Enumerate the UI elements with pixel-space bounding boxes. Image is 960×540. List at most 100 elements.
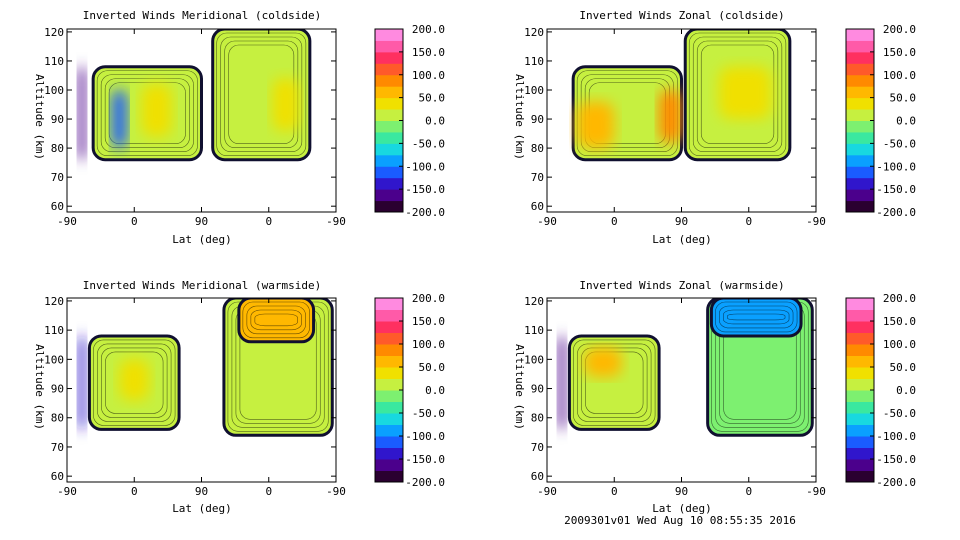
colorbar-tick-label: 0.0 xyxy=(896,115,916,128)
contour-region xyxy=(709,298,803,338)
x-tick-label: -90 xyxy=(57,215,77,228)
colorbar-tick-label: 0.0 xyxy=(896,384,916,397)
x-axis-label: Lat (deg) xyxy=(652,502,712,515)
x-tick-label: -90 xyxy=(537,215,557,228)
contour-field xyxy=(78,298,334,437)
contour-line xyxy=(250,309,302,331)
colorbar-swatch xyxy=(846,436,874,448)
x-tick-label: 0 xyxy=(131,485,138,498)
colorbar-swatch xyxy=(846,390,874,402)
colorbar-tick-label: 0.0 xyxy=(425,384,445,397)
y-tick-label: 100 xyxy=(524,353,544,366)
colorbar-swatch xyxy=(375,154,403,167)
x-tick-label: 0 xyxy=(745,485,752,498)
colorbar-tick-label: 100.0 xyxy=(883,338,916,351)
colorbar-tick-label: -200.0 xyxy=(405,206,445,219)
x-tick-label: 0 xyxy=(611,215,618,228)
colorbar-tick-label: -150.0 xyxy=(405,183,445,196)
contour-region xyxy=(576,101,615,149)
contour-region xyxy=(78,66,86,160)
panel-zonal-warmside: Inverted Winds Zonal (warmside) Lat (deg… xyxy=(513,279,916,515)
colorbar-swatch xyxy=(375,470,403,483)
contour-region xyxy=(718,66,772,120)
contour-region xyxy=(141,84,172,137)
contour-line xyxy=(93,339,176,426)
colorbar-swatch xyxy=(375,120,403,133)
contour-line xyxy=(104,78,190,149)
x-tick-label: -90 xyxy=(326,215,346,228)
colorbar-swatch xyxy=(846,321,874,333)
colorbar-swatch xyxy=(846,459,874,471)
colorbar-swatch xyxy=(846,344,874,356)
y-tick-label: 120 xyxy=(524,295,544,308)
colorbar-swatch xyxy=(375,436,403,448)
y-tick-label: 70 xyxy=(531,441,544,454)
contour-line xyxy=(692,36,783,153)
contour-line xyxy=(577,343,652,422)
colorbar-tick-label: 150.0 xyxy=(412,315,445,328)
colorbar-tick-label: -100.0 xyxy=(405,430,445,443)
contour-line xyxy=(220,36,303,153)
colorbar-swatch xyxy=(846,63,874,76)
y-tick-label: 110 xyxy=(524,55,544,68)
colorbar-swatch xyxy=(375,298,403,310)
contour-line xyxy=(727,313,786,321)
x-tick-label: -90 xyxy=(806,215,826,228)
y-tick-label: 80 xyxy=(51,142,64,155)
colorbar-tick-label: 50.0 xyxy=(419,92,446,105)
contour-line xyxy=(723,309,790,325)
y-tick-label: 60 xyxy=(51,470,64,483)
colorbar-swatch xyxy=(375,200,403,213)
colorbar-tick-label: -50.0 xyxy=(412,137,445,150)
colorbar-swatch xyxy=(375,459,403,471)
colorbar-swatch xyxy=(375,29,403,41)
contour-line xyxy=(581,347,648,418)
colorbar-swatch xyxy=(846,367,874,379)
colorbar-swatch xyxy=(846,109,874,121)
colorbar-tick-label: -150.0 xyxy=(876,453,916,466)
contour-line xyxy=(688,32,787,157)
contour-line xyxy=(254,313,298,327)
colorbar-tick-label: 200.0 xyxy=(412,23,445,36)
panel-title: Inverted Winds Meridional (warmside) xyxy=(83,279,321,292)
panel-title: Inverted Winds Zonal (warmside) xyxy=(579,279,784,292)
panel-title: Inverted Winds Zonal (coldside) xyxy=(579,9,784,22)
contour-line xyxy=(696,40,779,149)
x-tick-label: -90 xyxy=(57,485,77,498)
contour-line xyxy=(573,339,656,426)
y-tick-label: 110 xyxy=(524,324,544,337)
contour-region xyxy=(111,90,127,149)
x-tick-label: 0 xyxy=(265,215,272,228)
colorbar-swatch xyxy=(375,332,403,345)
colorbar-swatch xyxy=(375,390,403,402)
x-tick-label: 90 xyxy=(195,485,208,498)
contour-line xyxy=(242,301,310,339)
colorbar: 200.0 150.0 100.0 50.0 0.0 -50.0 -100.0 -150.0 -… xyxy=(374,292,445,489)
colorbar-swatch xyxy=(846,309,874,322)
colorbar-swatch xyxy=(846,424,874,437)
x-tick-label: 0 xyxy=(131,215,138,228)
colorbar-swatch xyxy=(375,367,403,379)
footer-timestamp: 2009301v01 Wed Aug 10 08:55:35 2016 xyxy=(564,514,796,527)
colorbar-swatch xyxy=(375,378,403,391)
colorbar-swatch xyxy=(846,131,874,144)
y-tick-label: 70 xyxy=(531,171,544,184)
x-tick-label: -90 xyxy=(537,485,557,498)
contour-line xyxy=(100,74,194,153)
x-axis-label: Lat (deg) xyxy=(172,502,232,515)
x-axis-label: Lat (deg) xyxy=(652,233,712,246)
colorbar: 200.0 150.0 100.0 50.0 0.0 -50.0 -100.0 -150.0 -… xyxy=(374,23,446,219)
y-tick-label: 120 xyxy=(44,295,64,308)
colorbar-swatch xyxy=(846,200,874,213)
colorbar-swatch xyxy=(375,166,403,179)
colorbar-swatch xyxy=(375,424,403,437)
colorbar-tick-label: -50.0 xyxy=(883,407,916,420)
y-tick-label: 120 xyxy=(524,26,544,39)
colorbar-tick-label: -150.0 xyxy=(876,183,916,196)
colorbar-tick-label: -50.0 xyxy=(412,407,445,420)
contour-field xyxy=(558,298,814,437)
contour-field xyxy=(571,29,792,162)
contour-line xyxy=(96,70,198,157)
colorbar: 200.0 150.0 100.0 50.0 0.0 -50.0 -100.0 -150.0 -… xyxy=(845,292,916,489)
colorbar-swatch xyxy=(375,447,403,460)
